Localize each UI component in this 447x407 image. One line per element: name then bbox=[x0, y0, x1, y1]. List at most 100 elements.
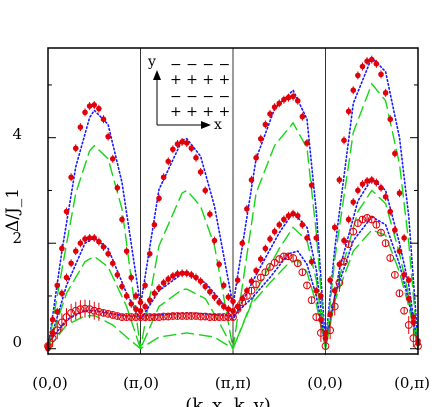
filled-marker-56 bbox=[304, 235, 310, 241]
filled-marker-144 bbox=[337, 177, 343, 183]
filled-marker-82 bbox=[50, 317, 56, 323]
filled-marker-146 bbox=[346, 109, 352, 115]
filled-marker-98 bbox=[124, 248, 130, 254]
filled-marker-113 bbox=[193, 155, 199, 161]
filled-marker-2 bbox=[54, 309, 60, 315]
filled-marker-160 bbox=[411, 314, 417, 320]
filled-marker-5 bbox=[68, 260, 74, 266]
inset-row-4: + + + + bbox=[170, 104, 230, 120]
filled-marker-23 bbox=[152, 291, 158, 297]
filled-marker-120 bbox=[226, 294, 232, 300]
filled-marker-89 bbox=[82, 110, 88, 116]
filled-marker-100 bbox=[133, 293, 139, 299]
filled-marker-133 bbox=[286, 95, 292, 101]
filled-marker-76 bbox=[397, 248, 403, 254]
filled-marker-110 bbox=[179, 139, 185, 145]
y-tick-label-4: 4 bbox=[12, 125, 22, 143]
filled-marker-154 bbox=[383, 90, 389, 96]
filled-marker-157 bbox=[397, 190, 403, 196]
filled-marker-14 bbox=[110, 260, 116, 266]
filled-marker-112 bbox=[189, 145, 195, 151]
filled-marker-115 bbox=[202, 188, 208, 194]
filled-marker-77 bbox=[401, 272, 407, 278]
x-tick-label-2: (π,π) bbox=[215, 374, 251, 392]
filled-marker-85 bbox=[64, 209, 70, 215]
filled-marker-36 bbox=[212, 294, 218, 300]
filled-marker-135 bbox=[295, 98, 301, 104]
filled-marker-95 bbox=[110, 156, 116, 162]
filled-marker-10 bbox=[91, 235, 97, 241]
filled-marker-12 bbox=[101, 244, 107, 250]
filled-marker-7 bbox=[78, 240, 84, 246]
filled-marker-33 bbox=[198, 278, 204, 284]
filled-marker-156 bbox=[392, 151, 398, 157]
filled-marker-37 bbox=[216, 299, 222, 305]
filled-marker-118 bbox=[216, 262, 222, 268]
filled-marker-111 bbox=[184, 140, 190, 146]
filled-marker-147 bbox=[350, 87, 356, 93]
filled-marker-13 bbox=[105, 251, 111, 257]
filled-marker-129 bbox=[267, 111, 273, 117]
filled-marker-61 bbox=[327, 312, 333, 318]
filled-marker-103 bbox=[147, 251, 153, 257]
x-tick-label-4: (0,π) bbox=[394, 374, 430, 392]
filled-marker-46 bbox=[258, 256, 264, 262]
filled-marker-74 bbox=[387, 209, 393, 215]
filled-marker-122 bbox=[235, 277, 241, 283]
filled-marker-140 bbox=[318, 293, 324, 299]
filled-marker-126 bbox=[253, 155, 259, 161]
filled-marker-18 bbox=[128, 301, 134, 307]
filled-marker-92 bbox=[96, 106, 102, 112]
filled-marker-142 bbox=[327, 277, 333, 283]
filled-marker-136 bbox=[300, 114, 306, 120]
filled-marker-3 bbox=[59, 291, 65, 297]
filled-marker-69 bbox=[364, 178, 370, 184]
filled-marker-123 bbox=[239, 240, 245, 246]
filled-marker-34 bbox=[202, 284, 208, 290]
x-tick-label-3: (0,0) bbox=[307, 374, 343, 392]
filled-marker-114 bbox=[198, 169, 204, 175]
inset-row-1: − − − − bbox=[170, 57, 230, 73]
filled-marker-45 bbox=[253, 268, 259, 274]
filled-marker-49 bbox=[272, 229, 278, 235]
filled-marker-134 bbox=[290, 94, 296, 100]
filled-marker-96 bbox=[115, 185, 121, 191]
filled-marker-54 bbox=[295, 213, 301, 219]
x-tick-label-0: (0,0) bbox=[32, 374, 68, 392]
filled-marker-16 bbox=[119, 284, 125, 290]
filled-marker-62 bbox=[332, 288, 338, 294]
filled-marker-93 bbox=[101, 116, 107, 122]
filled-marker-127 bbox=[258, 136, 264, 142]
filled-marker-94 bbox=[105, 134, 111, 140]
filled-marker-20 bbox=[138, 308, 144, 314]
filled-marker-35 bbox=[207, 289, 213, 295]
filled-marker-21 bbox=[142, 304, 148, 310]
filled-marker-55 bbox=[300, 222, 306, 228]
filled-marker-25 bbox=[161, 280, 167, 286]
filled-marker-90 bbox=[87, 103, 93, 109]
inset-row-2: + + + + bbox=[170, 72, 230, 88]
filled-marker-124 bbox=[244, 206, 250, 212]
filled-marker-153 bbox=[378, 72, 384, 78]
filled-marker-26 bbox=[165, 276, 171, 282]
y-tick-label-0: 0 bbox=[12, 333, 22, 351]
filled-marker-32 bbox=[193, 275, 199, 281]
filled-marker-50 bbox=[276, 222, 282, 228]
filled-marker-68 bbox=[360, 181, 366, 187]
filled-marker-130 bbox=[272, 104, 278, 110]
filled-marker-145 bbox=[341, 138, 347, 144]
filled-marker-137 bbox=[304, 140, 310, 146]
filled-marker-24 bbox=[156, 285, 162, 291]
filled-marker-131 bbox=[276, 101, 282, 107]
filled-marker-143 bbox=[332, 225, 338, 231]
filled-marker-57 bbox=[309, 259, 315, 265]
filled-marker-73 bbox=[383, 194, 389, 200]
filled-marker-48 bbox=[267, 236, 273, 242]
filled-marker-107 bbox=[165, 159, 171, 165]
filled-marker-152 bbox=[374, 61, 380, 67]
lattice-inset: y x − − − − + + + + − − − − + + + + bbox=[147, 54, 230, 133]
x-tick-label-1: (π,0) bbox=[123, 374, 159, 392]
filled-marker-11 bbox=[96, 239, 102, 245]
filled-marker-99 bbox=[128, 275, 134, 281]
